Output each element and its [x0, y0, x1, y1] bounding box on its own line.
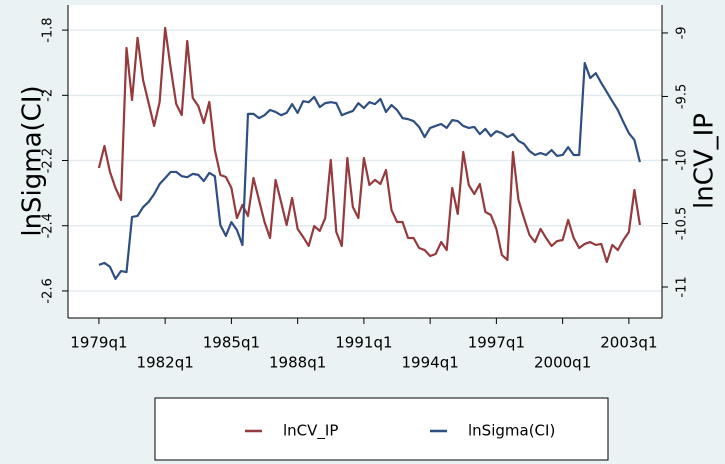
y-tick-label: -2.4	[41, 213, 56, 238]
series-line	[98, 61, 641, 280]
x-tick-label: 1991q1	[335, 334, 392, 352]
x-tick-label: 1985q1	[203, 334, 260, 352]
y-tick-label: -2.2	[41, 148, 56, 173]
y2-tick-label: -11	[675, 276, 690, 297]
legend-label: lnCV_IP	[283, 422, 338, 441]
y2-axis-title: lnCV_IP	[690, 113, 720, 209]
series-line	[97, 26, 642, 264]
y2-tick-label: -10	[675, 149, 690, 170]
x-tick-label: 1979q1	[70, 334, 127, 352]
y-tick-label: -2	[41, 89, 56, 102]
y-axis-title: lnSigma(CI)	[18, 85, 48, 236]
legend	[154, 397, 609, 461]
y-tick-label: -2.6	[41, 278, 56, 303]
x-tick-label: 1997q1	[468, 334, 525, 352]
y-tick-label: -1.8	[41, 17, 56, 42]
x-tick-label: 1982q1	[137, 354, 194, 372]
x-tick-label: 2003q1	[600, 334, 657, 352]
x-tick-label: 2000q1	[534, 354, 591, 372]
x-tick-label: 1988q1	[269, 354, 326, 372]
y2-tick-label: -10.5	[675, 207, 690, 241]
y2-tick-label: -9.5	[675, 84, 690, 109]
x-tick-label: 1994q1	[402, 354, 459, 372]
y2-tick-label: -9	[675, 26, 690, 39]
legend-label: lnSigma(CI)	[468, 422, 555, 440]
